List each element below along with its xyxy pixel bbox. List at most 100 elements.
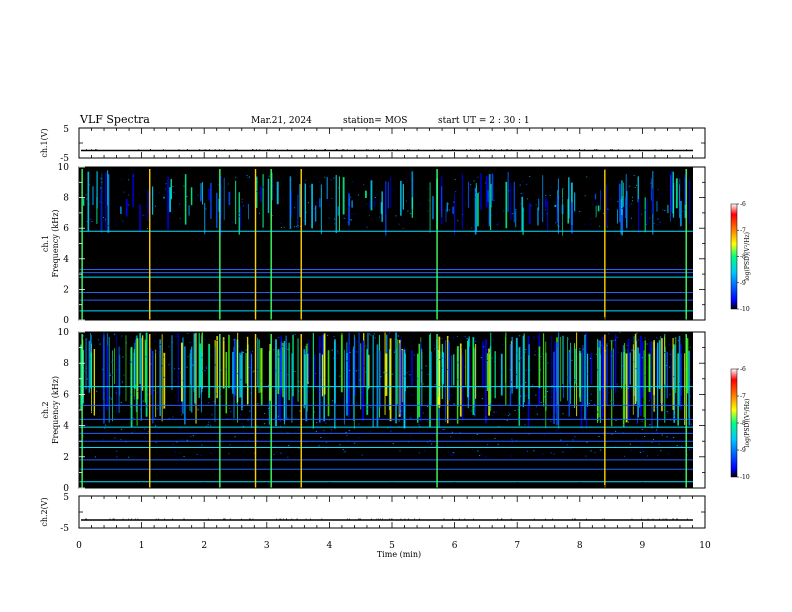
noise-speck — [91, 218, 93, 220]
noise-speck — [385, 372, 387, 374]
noise-speck — [586, 373, 589, 375]
noise-speck — [562, 197, 564, 199]
noise-speck — [558, 226, 560, 228]
noise-speck — [655, 429, 658, 431]
noise-speck — [426, 406, 429, 408]
noise-speck — [689, 391, 691, 393]
noise-speck — [474, 192, 476, 194]
noise-speck — [134, 396, 136, 398]
noise-speck — [588, 402, 590, 404]
noise-speck — [599, 376, 601, 378]
noise-speck — [281, 453, 283, 455]
noise-speck — [686, 454, 688, 456]
noise-speck — [461, 347, 463, 349]
noise-speck — [122, 356, 124, 358]
noise-speck — [412, 394, 414, 396]
noise-speck — [197, 194, 199, 196]
noise-speck — [533, 338, 535, 340]
noise-speck — [611, 355, 613, 357]
noise-speck — [599, 225, 601, 227]
noise-speck — [121, 178, 123, 180]
colorbar-gradient — [730, 203, 738, 310]
noise-speck — [631, 349, 633, 351]
noise-speck — [562, 220, 564, 222]
noise-speck — [297, 428, 299, 430]
noise-speck — [348, 370, 351, 372]
noise-speck — [334, 369, 337, 371]
noise-speck — [577, 387, 579, 389]
noise-speck — [114, 437, 116, 439]
noise-speck — [410, 434, 412, 436]
noise-speck — [99, 201, 101, 203]
noise-speck — [402, 220, 404, 222]
noise-speck — [601, 344, 603, 346]
noise-speck — [551, 416, 554, 418]
noise-speck — [327, 197, 329, 199]
noise-speck — [257, 181, 259, 183]
noise-speck — [612, 340, 614, 342]
noise-speck — [159, 407, 161, 409]
noise-speck — [412, 180, 414, 182]
noise-speck — [257, 178, 259, 180]
voltage-panel-2: 5 -5 ch.2(V) — [40, 493, 706, 534]
noise-speck — [352, 181, 354, 183]
noise-speck — [542, 453, 544, 455]
noise-speck — [435, 445, 437, 447]
noise-speck — [100, 187, 102, 189]
noise-speck — [670, 419, 672, 421]
noise-speck — [620, 377, 622, 379]
noise-speck — [550, 452, 552, 454]
noise-speck — [405, 178, 407, 180]
noise-speck — [162, 356, 165, 358]
time-tick-label: 6 — [452, 541, 458, 551]
noise-speck — [204, 338, 206, 340]
spectrogram-panel-2: 0 2 4 6 8 10 ch.2 Frequency (kHz) -6 -7 -8 -9 -10 log… — [41, 328, 751, 494]
noise-speck — [644, 337, 646, 339]
noise-speck — [591, 361, 593, 363]
noise-speck — [181, 439, 184, 441]
noise-speck — [275, 188, 277, 190]
noise-speck — [451, 394, 453, 396]
noise-speck — [107, 425, 109, 427]
noise-speck — [617, 200, 619, 202]
noise-speck — [690, 379, 692, 381]
noise-speck — [562, 443, 564, 445]
noise-speck — [633, 174, 635, 176]
noise-speck — [562, 188, 564, 190]
noise-speck — [624, 188, 626, 190]
noise-speck — [366, 226, 368, 228]
noise-speck — [205, 425, 208, 427]
colorbar-tick-label: -8 — [740, 420, 746, 427]
noise-speck — [129, 393, 132, 395]
noise-speck — [498, 426, 500, 428]
noise-speck — [629, 443, 631, 445]
colorbar-label: log(PSD)(V²/Hz) — [744, 232, 751, 281]
noise-speck — [533, 336, 535, 338]
colorbar-tick-label: -7 — [740, 227, 746, 234]
noise-speck — [88, 184, 90, 186]
noise-speck — [557, 224, 559, 226]
noise-speck — [179, 203, 181, 205]
noise-speck — [111, 398, 113, 400]
noise-speck — [192, 435, 195, 437]
noise-speck — [140, 408, 142, 410]
noise-speck — [462, 214, 464, 216]
noise-speck — [486, 360, 488, 362]
noise-speck — [603, 432, 605, 434]
noise-speck — [220, 369, 222, 371]
noise-speck — [389, 332, 391, 334]
noise-speck — [216, 339, 218, 341]
noise-speck — [571, 351, 574, 353]
noise-speck — [168, 418, 170, 420]
noise-speck — [532, 384, 534, 386]
noise-speck — [179, 372, 182, 374]
voltage-tick-label: 5 — [63, 493, 69, 503]
noise-speck — [186, 195, 188, 197]
noise-speck — [626, 344, 628, 346]
noise-speck — [526, 183, 528, 185]
noise-speck — [523, 209, 525, 211]
noise-speck — [635, 368, 637, 370]
noise-speck — [642, 451, 644, 453]
noise-speck — [455, 191, 457, 193]
noise-speck — [204, 370, 206, 372]
